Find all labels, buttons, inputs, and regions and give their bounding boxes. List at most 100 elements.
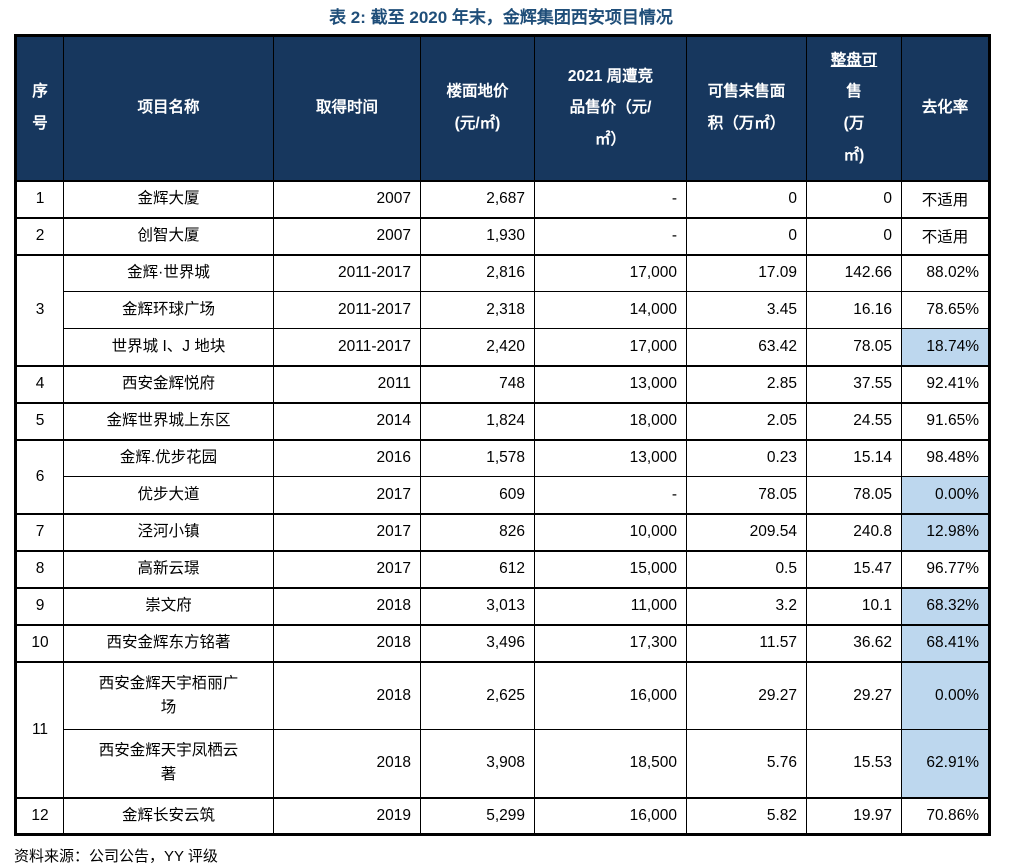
cell-project-name: 世界城 I、J 地块 (63, 328, 274, 366)
table-row: 优步大道 2017 609 - 78.05 78.05 0.00% (16, 476, 990, 514)
cell-acquired: 2018 (273, 660, 421, 730)
cell-project-name: 金辉大厦 (63, 179, 274, 218)
cell-project-name: 西安金辉东方铭著 (63, 623, 274, 662)
cell-floor-price: 1,824 (420, 401, 535, 440)
cell-floor-price: 2,318 (420, 291, 535, 329)
cell-no: 10 (15, 623, 64, 662)
cell-floor-price: 3,496 (420, 623, 535, 662)
cell-project-name: 金辉世界城上东区 (63, 401, 274, 440)
cell-no: 2 (15, 216, 64, 255)
cell-acquired: 2019 (273, 796, 421, 835)
cell-comp-price: 18,000 (534, 401, 687, 440)
cell-unsold-area: 3.45 (686, 291, 807, 329)
cell-project-name: 金辉.优步花园 (63, 438, 274, 477)
cell-comp-price: 14,000 (534, 291, 687, 329)
cell-total-sellable: 37.55 (806, 364, 902, 403)
cell-floor-price: 612 (420, 549, 535, 588)
cell-comp-price: 11,000 (534, 586, 687, 625)
col-header-comp-price: 2021 周遭竞 品售价（元/ ㎡） (534, 35, 687, 181)
cell-comp-price: - (534, 179, 687, 218)
total-sellable-underlined-text: 整盘可 (830, 51, 878, 69)
cell-no: 11 (15, 660, 64, 798)
cell-total-sellable: 78.05 (806, 328, 902, 366)
cell-comp-price: 16,000 (534, 660, 687, 730)
cell-no: 1 (15, 179, 64, 218)
cell-rate: 88.02% (901, 253, 990, 292)
cell-total-sellable: 16.16 (806, 291, 902, 329)
projects-table: 序 号 项目名称 取得时间 楼面地价 (元/㎡) 2021 周遭竞 品售价（元/… (14, 34, 991, 836)
cell-project-name: 金辉·世界城 (63, 253, 274, 292)
table-row: 8 高新云璟 2017 612 15,000 0.5 15.47 96.77% (15, 549, 990, 588)
table-row: 9 崇文府 2018 3,013 11,000 3.2 10.1 68.32% (15, 586, 990, 625)
cell-comp-price: 17,300 (534, 623, 687, 662)
cell-rate: 96.77% (901, 549, 990, 588)
cell-comp-price: - (534, 476, 687, 514)
col-header-total-sellable: 整盘可售 (万 ㎡) (806, 35, 902, 181)
cell-total-sellable: 240.8 (806, 512, 902, 551)
cell-project-name: 金辉环球广场 (63, 291, 274, 329)
cell-rate-highlighted: 62.91% (901, 729, 990, 798)
cell-rate-highlighted: 0.00% (901, 660, 990, 730)
cell-total-sellable: 19.97 (806, 796, 902, 835)
cell-project-name: 金辉长安云筑 (63, 796, 274, 835)
cell-no: 9 (15, 586, 64, 625)
header-row: 序 号 项目名称 取得时间 楼面地价 (元/㎡) 2021 周遭竞 品售价（元/… (15, 35, 990, 181)
cell-total-sellable: 78.05 (806, 476, 902, 514)
table-row: 4 西安金辉悦府 2011 748 13,000 2.85 37.55 92.4… (15, 364, 990, 403)
cell-acquired: 2017 (273, 512, 421, 551)
cell-total-sellable: 0 (806, 216, 902, 255)
cell-total-sellable: 0 (806, 179, 902, 218)
cell-total-sellable: 15.14 (806, 438, 902, 477)
cell-no: 12 (15, 796, 64, 835)
cell-total-sellable: 142.66 (806, 253, 902, 292)
cell-rate: 不适用 (901, 179, 990, 218)
cell-unsold-area: 3.2 (686, 586, 807, 625)
cell-comp-price: - (534, 216, 687, 255)
cell-project-name: 创智大厦 (63, 216, 274, 255)
cell-unsold-area: 209.54 (686, 512, 807, 551)
col-header-project-name: 项目名称 (63, 35, 274, 181)
cell-unsold-area: 78.05 (686, 476, 807, 514)
cell-acquired: 2017 (273, 549, 421, 588)
table-row: 12 金辉长安云筑 2019 5,299 16,000 5.82 19.97 7… (15, 796, 990, 835)
total-sellable-rest-text: 售 (万 ㎡) (843, 83, 865, 165)
col-header-floor-price: 楼面地价 (元/㎡) (420, 35, 535, 181)
cell-acquired: 2018 (273, 729, 421, 798)
cell-rate: 91.65% (901, 401, 990, 440)
table-row: 西安金辉天宇凤栖云 著 2018 3,908 18,500 5.76 15.53… (16, 729, 990, 798)
cell-unsold-area: 0 (686, 216, 807, 255)
cell-no: 5 (15, 401, 64, 440)
cell-unsold-area: 11.57 (686, 623, 807, 662)
cell-no: 4 (15, 364, 64, 403)
cell-unsold-area: 17.09 (686, 253, 807, 292)
table-row: 金辉环球广场 2011-2017 2,318 14,000 3.45 16.16… (16, 291, 990, 329)
col-header-absorption-rate: 去化率 (901, 35, 990, 181)
cell-acquired: 2011-2017 (273, 328, 421, 366)
cell-acquired: 2011 (273, 364, 421, 403)
cell-floor-price: 1,578 (420, 438, 535, 477)
table-row: 11 西安金辉天宇栢丽广 场 2018 2,625 16,000 29.27 2… (15, 660, 990, 798)
cell-rate-highlighted: 12.98% (901, 512, 990, 551)
cell-acquired: 2018 (273, 623, 421, 662)
table-title: 表 2: 截至 2020 年末，金辉集团西安项目情况 (329, 8, 673, 27)
table-row: 3 金辉·世界城 2011-2017 2,816 17,000 17.09 14… (15, 253, 990, 366)
cell-rate: 78.65% (901, 291, 990, 329)
cell-project-name: 优步大道 (63, 476, 274, 514)
source-note: 资料来源：公司公告，YY 评级 (14, 848, 218, 865)
cell-unsold-area: 63.42 (686, 328, 807, 366)
cell-comp-price: 13,000 (534, 364, 687, 403)
cell-total-sellable: 24.55 (806, 401, 902, 440)
cell-rate: 不适用 (901, 216, 990, 255)
cell-unsold-area: 0.23 (686, 438, 807, 477)
cell-acquired: 2007 (273, 216, 421, 255)
cell-comp-price: 15,000 (534, 549, 687, 588)
cell-unsold-area: 2.85 (686, 364, 807, 403)
table-row: 6 金辉.优步花园 2016 1,578 13,000 0.23 15.14 9… (15, 438, 990, 514)
cell-no: 8 (15, 549, 64, 588)
cell-unsold-area: 0.5 (686, 549, 807, 588)
cell-floor-price: 609 (420, 476, 535, 514)
cell-total-sellable: 10.1 (806, 586, 902, 625)
table-row: 5 金辉世界城上东区 2014 1,824 18,000 2.05 24.55 … (15, 401, 990, 440)
cell-project-name: 高新云璟 (63, 549, 274, 588)
cell-rate-highlighted: 68.41% (901, 623, 990, 662)
